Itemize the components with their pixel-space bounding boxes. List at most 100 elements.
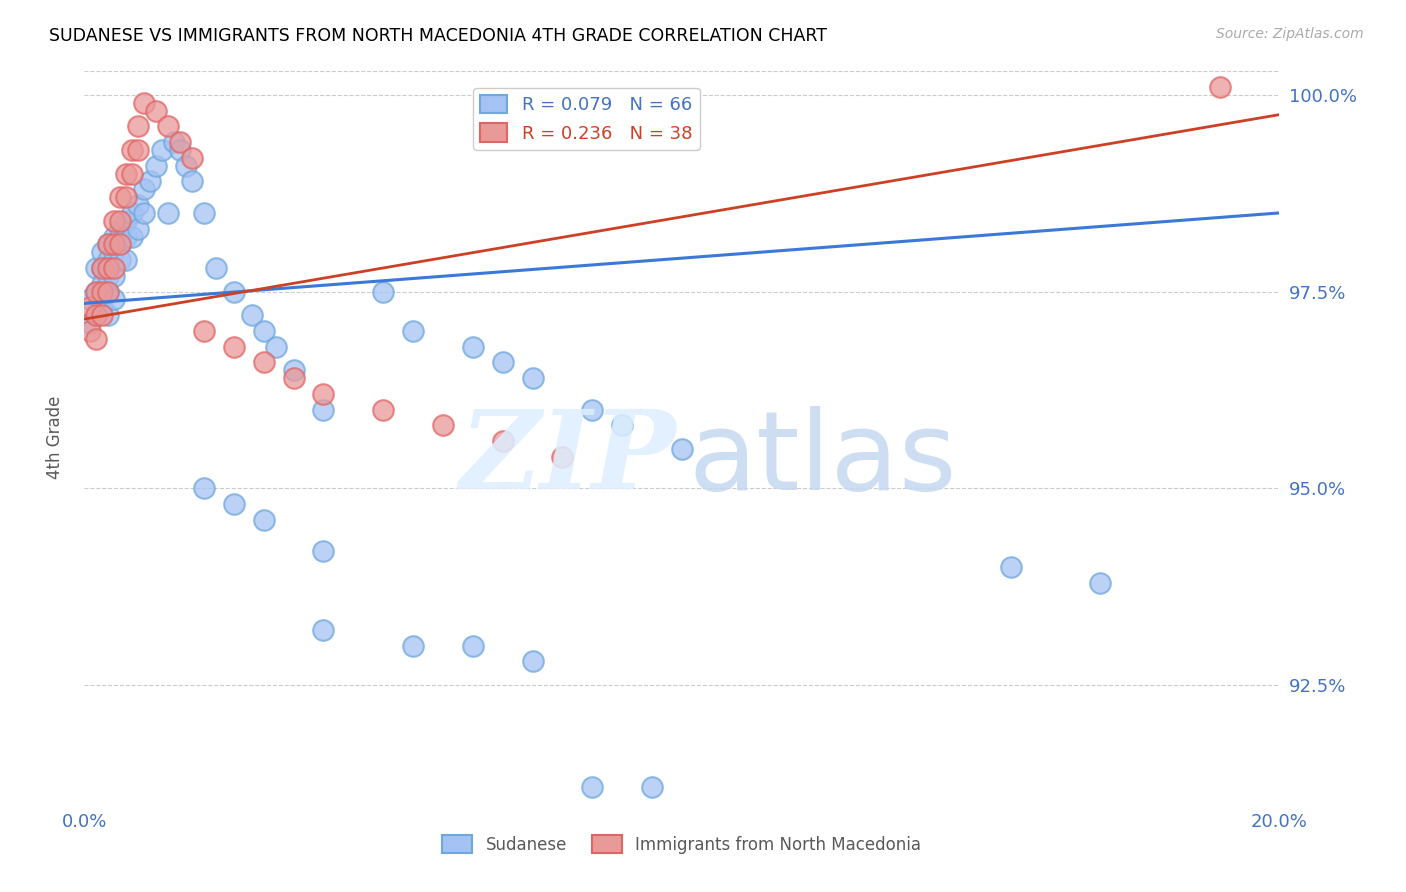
Point <box>312 544 335 558</box>
Point <box>205 260 228 275</box>
Point <box>103 237 125 252</box>
Point <box>121 206 143 220</box>
Point <box>115 190 138 204</box>
Point <box>402 324 425 338</box>
Point <box>115 253 138 268</box>
Point <box>461 340 484 354</box>
Point <box>115 214 138 228</box>
Point <box>79 301 101 315</box>
Point <box>312 387 335 401</box>
Point <box>115 229 138 244</box>
Point <box>86 260 108 275</box>
Point <box>91 260 114 275</box>
Point <box>492 355 515 369</box>
Point <box>97 237 120 252</box>
Point <box>1000 559 1022 574</box>
Point <box>97 268 120 283</box>
Point <box>115 167 138 181</box>
Point <box>86 308 108 322</box>
Point <box>121 167 143 181</box>
Point <box>86 332 108 346</box>
Point <box>1090 575 1112 590</box>
Point <box>312 402 335 417</box>
Text: SUDANESE VS IMMIGRANTS FROM NORTH MACEDONIA 4TH GRADE CORRELATION CHART: SUDANESE VS IMMIGRANTS FROM NORTH MACEDO… <box>49 27 827 45</box>
Point <box>163 135 186 149</box>
Point <box>86 285 108 299</box>
Point <box>91 260 114 275</box>
Point <box>240 308 263 322</box>
Point <box>79 316 101 330</box>
Point <box>91 308 114 322</box>
Point <box>253 324 276 338</box>
Point <box>132 182 156 196</box>
Point <box>174 159 197 173</box>
Point <box>312 623 335 637</box>
Point <box>97 285 120 299</box>
Point <box>193 324 215 338</box>
Point <box>193 206 215 220</box>
Point <box>127 143 149 157</box>
Point <box>97 308 120 322</box>
Point <box>132 95 156 110</box>
Point <box>373 285 395 299</box>
Point <box>103 245 125 260</box>
Point <box>103 214 125 228</box>
Point <box>127 120 149 134</box>
Point <box>461 639 484 653</box>
Y-axis label: 4th Grade: 4th Grade <box>45 395 63 479</box>
Point <box>581 780 603 794</box>
Point <box>157 120 180 134</box>
Point <box>132 206 156 220</box>
Point <box>641 780 664 794</box>
Point <box>1209 80 1232 95</box>
Point <box>581 402 603 417</box>
Point <box>110 214 132 228</box>
Point <box>97 253 120 268</box>
Point <box>86 285 108 299</box>
Legend: Sudanese, Immigrants from North Macedonia: Sudanese, Immigrants from North Macedoni… <box>436 829 928 860</box>
Point <box>110 237 132 252</box>
Point <box>283 363 305 377</box>
Point <box>91 285 114 299</box>
Point <box>103 260 125 275</box>
Point <box>169 135 191 149</box>
Point <box>110 190 132 204</box>
Point <box>110 237 132 252</box>
Point <box>157 206 180 220</box>
Point <box>97 260 120 275</box>
Point <box>253 355 276 369</box>
Point <box>91 277 114 291</box>
Point <box>150 143 173 157</box>
Point <box>181 174 204 188</box>
Point <box>222 285 245 299</box>
Point <box>103 229 125 244</box>
Point <box>253 513 276 527</box>
Point <box>432 418 454 433</box>
Point <box>373 402 395 417</box>
Point <box>121 229 143 244</box>
Point <box>79 324 101 338</box>
Point <box>612 418 634 433</box>
Point <box>222 497 245 511</box>
Text: ZIP: ZIP <box>460 405 676 513</box>
Text: atlas: atlas <box>688 406 956 513</box>
Point <box>283 371 305 385</box>
Point <box>402 639 425 653</box>
Point <box>145 159 167 173</box>
Point <box>522 654 544 668</box>
Point <box>121 143 143 157</box>
Point <box>110 221 132 235</box>
Point <box>97 237 120 252</box>
Point <box>492 434 515 448</box>
Point <box>127 221 149 235</box>
Text: Source: ZipAtlas.com: Source: ZipAtlas.com <box>1216 27 1364 41</box>
Point <box>193 481 215 495</box>
Point <box>139 174 162 188</box>
Point <box>91 245 114 260</box>
Point <box>103 268 125 283</box>
Point <box>86 308 108 322</box>
Point <box>97 285 120 299</box>
Point <box>103 293 125 307</box>
Point <box>91 301 114 315</box>
Point <box>264 340 287 354</box>
